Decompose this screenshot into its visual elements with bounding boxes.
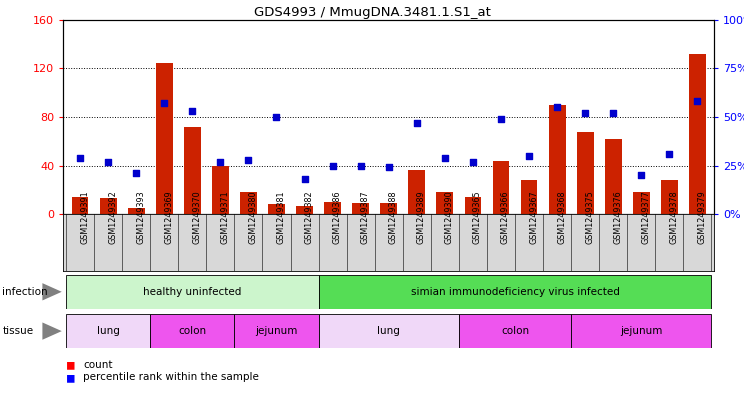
Text: GSM1249366: GSM1249366: [501, 190, 510, 244]
Bar: [571, 314, 711, 348]
Text: GSM1249392: GSM1249392: [108, 190, 117, 244]
Point: [158, 100, 170, 107]
Bar: [548, 105, 565, 214]
Bar: [318, 275, 711, 309]
Bar: [521, 180, 537, 214]
Text: GSM1249381: GSM1249381: [277, 190, 286, 244]
Text: tissue: tissue: [2, 326, 33, 336]
Point: [411, 119, 423, 126]
Bar: [352, 203, 369, 214]
Text: GSM1249391: GSM1249391: [80, 190, 89, 244]
Point: [355, 162, 367, 169]
Text: GSM1249387: GSM1249387: [361, 190, 370, 244]
Point: [214, 158, 226, 165]
Bar: [155, 63, 173, 214]
Text: GSM1249376: GSM1249376: [613, 190, 622, 244]
Bar: [128, 208, 144, 214]
Bar: [184, 127, 201, 214]
Text: colon: colon: [501, 326, 529, 336]
Bar: [71, 197, 89, 214]
Text: GSM1249382: GSM1249382: [304, 190, 313, 244]
Bar: [66, 275, 318, 309]
Bar: [212, 165, 229, 214]
Point: [327, 162, 339, 169]
Point: [298, 176, 310, 182]
Text: healthy uninfected: healthy uninfected: [143, 287, 242, 297]
Point: [551, 104, 563, 110]
Point: [495, 116, 507, 122]
Point: [467, 158, 479, 165]
Text: GSM1249379: GSM1249379: [697, 190, 706, 244]
Bar: [234, 314, 318, 348]
Bar: [408, 171, 426, 214]
Text: GSM1249389: GSM1249389: [417, 190, 426, 244]
Point: [130, 170, 142, 176]
Bar: [577, 132, 594, 214]
Point: [523, 152, 535, 159]
Point: [102, 158, 114, 165]
Text: GSM1249368: GSM1249368: [557, 190, 566, 244]
Point: [383, 164, 395, 171]
Text: lung: lung: [97, 326, 120, 336]
Point: [74, 154, 86, 161]
Text: GSM1249369: GSM1249369: [164, 190, 173, 244]
Bar: [268, 204, 285, 214]
Bar: [464, 197, 481, 214]
Bar: [661, 180, 678, 214]
Text: GSM1249375: GSM1249375: [586, 190, 594, 244]
Bar: [150, 314, 234, 348]
Bar: [437, 192, 453, 214]
Point: [691, 98, 703, 105]
Text: GSM1249390: GSM1249390: [445, 190, 454, 244]
Text: GSM1249377: GSM1249377: [641, 190, 650, 244]
Polygon shape: [42, 283, 62, 300]
Bar: [633, 192, 650, 214]
Point: [664, 151, 676, 157]
Text: GSM1249367: GSM1249367: [529, 190, 538, 244]
Text: GSM1249380: GSM1249380: [248, 190, 257, 244]
Point: [439, 154, 451, 161]
Text: count: count: [83, 360, 113, 370]
Text: lung: lung: [377, 326, 400, 336]
Text: GSM1249370: GSM1249370: [192, 190, 202, 244]
Text: ■: ■: [67, 371, 74, 384]
Point: [607, 110, 619, 116]
Bar: [324, 202, 341, 214]
Bar: [318, 314, 459, 348]
Point: [271, 114, 283, 120]
Text: jejunum: jejunum: [620, 326, 662, 336]
Bar: [380, 203, 397, 214]
Text: ■: ■: [67, 358, 74, 371]
Text: GSM1249386: GSM1249386: [333, 190, 341, 244]
Text: GDS4993 / MmugDNA.3481.1.S1_at: GDS4993 / MmugDNA.3481.1.S1_at: [254, 6, 490, 19]
Text: percentile rank within the sample: percentile rank within the sample: [83, 372, 259, 382]
Bar: [605, 139, 622, 214]
Bar: [240, 192, 257, 214]
Text: GSM1249371: GSM1249371: [220, 190, 229, 244]
Text: jejunum: jejunum: [255, 326, 298, 336]
Text: GSM1249393: GSM1249393: [136, 190, 145, 244]
Bar: [493, 161, 510, 214]
Text: GSM1249378: GSM1249378: [670, 190, 679, 244]
Bar: [66, 314, 150, 348]
Point: [243, 156, 254, 163]
Text: simian immunodeficiency virus infected: simian immunodeficiency virus infected: [411, 287, 620, 297]
Text: GSM1249388: GSM1249388: [389, 190, 398, 244]
Bar: [689, 54, 706, 214]
Point: [186, 108, 198, 114]
Bar: [459, 314, 571, 348]
Polygon shape: [42, 322, 62, 340]
Point: [580, 110, 591, 116]
Text: infection: infection: [2, 287, 48, 297]
Bar: [100, 198, 117, 214]
Text: GSM1249365: GSM1249365: [473, 190, 482, 244]
Text: colon: colon: [179, 326, 206, 336]
Bar: [296, 206, 313, 214]
Point: [635, 172, 647, 178]
